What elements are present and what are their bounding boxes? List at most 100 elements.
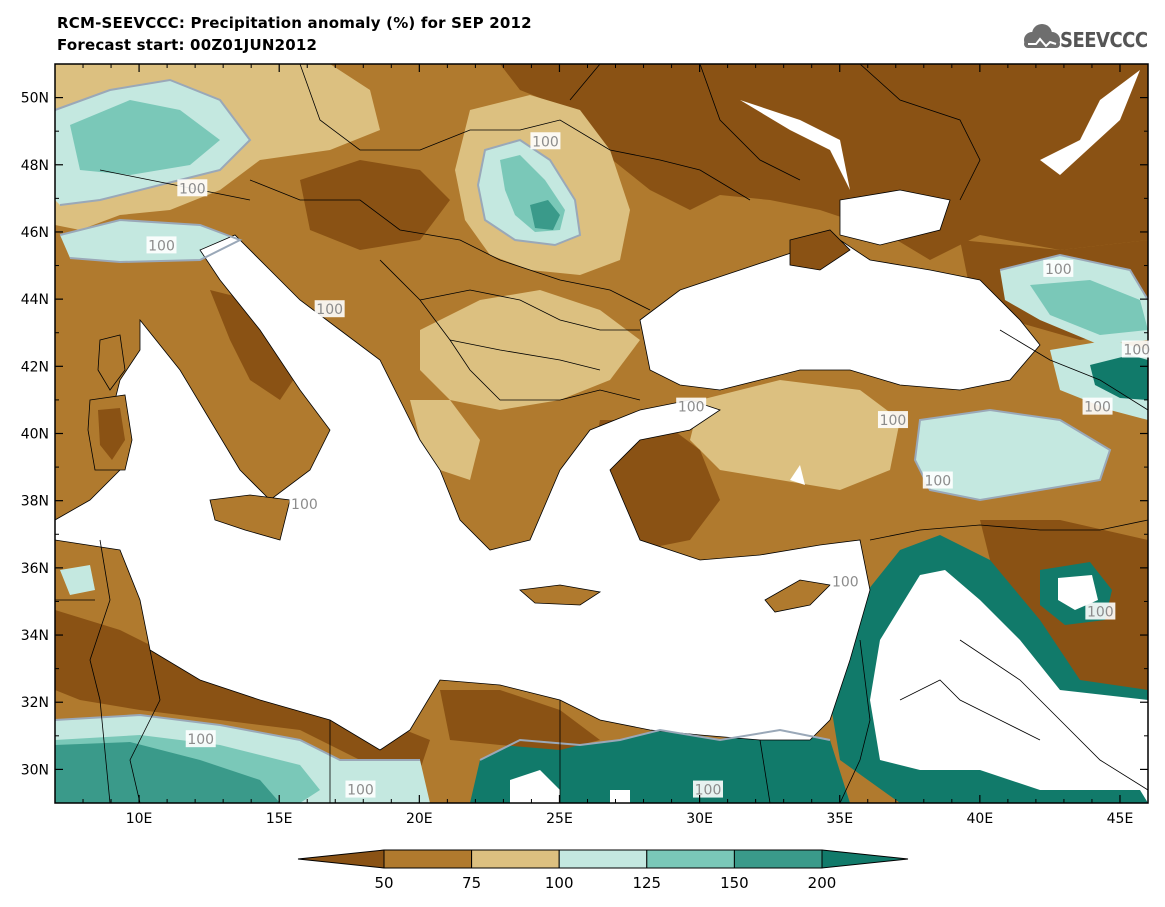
tan-region-anatolia-central (690, 380, 900, 490)
x-tick-label: 40E (967, 811, 994, 827)
sea-of-azov (839, 189, 951, 246)
contour-label: 100 (314, 300, 345, 318)
contour-label: 100 (1043, 259, 1074, 278)
legend-swatch (471, 849, 560, 869)
y-tick-label: 36N (21, 561, 49, 577)
contour-label: 100 (676, 397, 707, 416)
crimea (789, 229, 851, 271)
teal-region-caucasus (1030, 280, 1148, 335)
dark-brown-region-italy (210, 290, 300, 400)
x-tick-label: 25E (546, 811, 573, 827)
y-tick-label: 44N (21, 292, 49, 308)
contour-label-text: 100 (1045, 262, 1072, 278)
legend-label: 125 (632, 874, 661, 892)
x-tick-label: 15E (266, 811, 293, 827)
dark-brown-region-ukraine (500, 64, 1148, 260)
map-axes: 10E 15E 20E 25E 30E 35E 40E 45E 50N 48N 46N 44N 42N 4… (21, 63, 1149, 827)
contour-label-text: 100 (1087, 605, 1114, 621)
legend-label: 200 (808, 874, 837, 892)
contour-label-text: 100 (678, 400, 705, 416)
white-patch-russia-1 (740, 100, 850, 190)
white-patch-turkey (790, 465, 805, 485)
y-tick-label: 50N (21, 91, 49, 107)
contour-label-layer: 100 100 100 100 100 100 100 100 100 100 100 100 100 1… (146, 132, 1152, 799)
sardinia-core (98, 408, 125, 460)
contour-label: 100 (146, 236, 177, 254)
y-tick-label: 34N (21, 628, 49, 644)
contour-label-text: 100 (316, 302, 343, 318)
legend-swatch (383, 849, 473, 869)
country-borders (55, 64, 1148, 803)
teal-region-alps (70, 100, 220, 175)
mediterranean-sea (55, 234, 871, 751)
y-tick-label: 30N (21, 762, 49, 778)
legend-swatch (558, 849, 648, 869)
contour-label-text: 100 (347, 783, 374, 799)
legend-swatch (646, 849, 735, 869)
legend-label: 75 (462, 874, 481, 892)
contour-label: 100 (922, 471, 953, 490)
contour-lines (55, 78, 1148, 761)
contour-label-text: 100 (148, 238, 175, 254)
contour-label-text: 100 (532, 134, 559, 150)
x-tick-label: 35E (826, 811, 853, 827)
contour-label-text: 100 (832, 574, 859, 590)
white-patch-russia-2 (1040, 70, 1140, 175)
contour-label-text: 100 (1123, 343, 1150, 359)
legend-swatch-max (821, 849, 909, 869)
x-tick-label: 20E (406, 811, 433, 827)
contour-label-text: 100 (924, 474, 951, 490)
crete (519, 584, 602, 606)
legend-label: 50 (374, 874, 393, 892)
contour-label-text: 100 (880, 413, 907, 429)
contour-label-text: 100 (1084, 400, 1111, 416)
contour-label-text: 100 (695, 783, 722, 799)
contour-label: 100 (530, 132, 561, 150)
map-title: RCM-SEEVCCC: Precipitation anomaly (%) f… (57, 14, 532, 32)
y-tick-label: 32N (21, 695, 49, 711)
contour-label: 100 (1121, 340, 1152, 359)
contour-label-text: 100 (179, 181, 206, 197)
contour-label: 100 (1085, 602, 1116, 621)
y-tick-label: 48N (21, 158, 49, 174)
desert-white-syria (1058, 575, 1098, 610)
forecast-start-label: Forecast start: 00Z01JUN2012 (57, 36, 318, 54)
x-tick-label: 45E (1107, 811, 1134, 827)
corsica (97, 334, 126, 391)
logo-text: SEEVCCC (1060, 28, 1148, 52)
contour-label: 100 (289, 495, 320, 513)
dark-brown-region-central (300, 160, 450, 250)
x-tick-label: 30E (686, 811, 713, 827)
y-tick-label: 38N (21, 494, 49, 510)
legend-swatch (733, 849, 823, 869)
tan-region-balkans (420, 290, 640, 410)
cloud-logo-icon (1024, 24, 1060, 48)
contour-label: 100 (345, 780, 376, 799)
y-tick-label: 40N (21, 427, 49, 443)
contour-label: 100 (185, 730, 216, 748)
x-tick-label: 10E (126, 811, 153, 827)
legend-label: 150 (720, 874, 749, 892)
desert-white-region (870, 570, 1148, 803)
sicily (209, 494, 291, 541)
desert-white-egypt (510, 770, 630, 803)
contour-label-text: 100 (291, 497, 318, 513)
contour-label: 100 (177, 179, 208, 197)
cyprus (764, 579, 831, 613)
light-teal-region-anatolia-east (915, 410, 1110, 500)
contour-label: 100 (830, 572, 861, 590)
y-tick-label: 42N (21, 359, 49, 375)
contour-label: 100 (1082, 397, 1113, 416)
contour-label: 100 (692, 780, 723, 799)
dark-teal-spot-carpathian (530, 200, 560, 230)
light-teal-region-tunisia (60, 565, 95, 595)
tan-region-greece (410, 400, 480, 480)
legend-label: 100 (545, 874, 574, 892)
contour-label: 100 (877, 411, 908, 429)
y-tick-label: 46N (21, 225, 49, 241)
dark-teal-region-libya (55, 742, 280, 803)
legend-swatch-min (297, 849, 385, 869)
deep-teal-region-georgia (1090, 355, 1148, 400)
